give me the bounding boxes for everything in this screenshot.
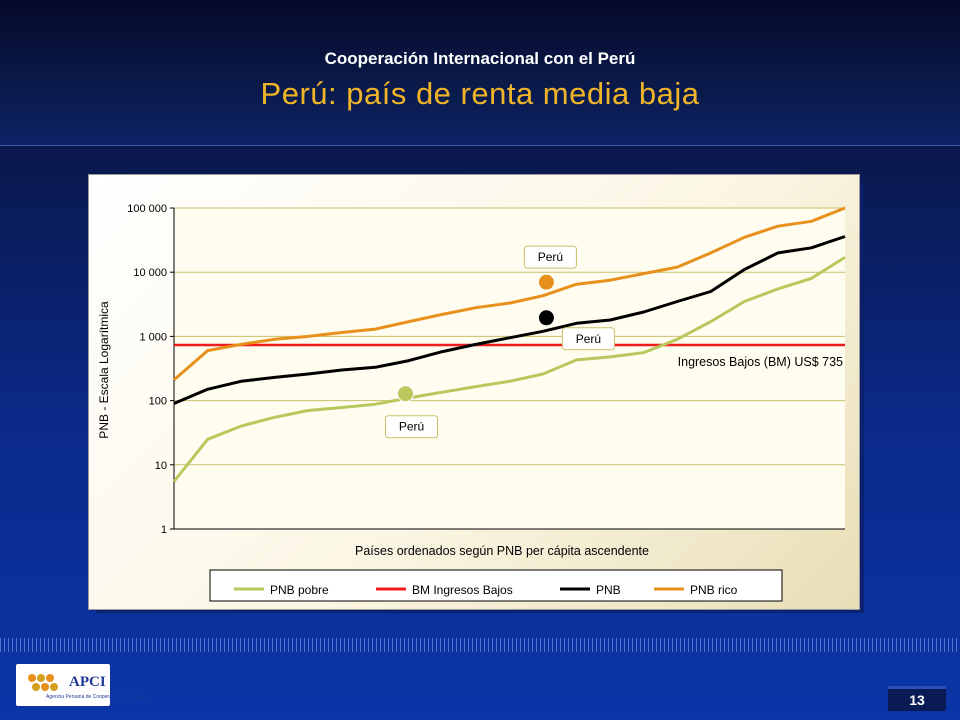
y-axis-label: PNB - Escala Logarítmica	[97, 301, 111, 439]
peru-marker	[537, 309, 555, 327]
x-axis-label: Países ordenados según PNB per cápita as…	[355, 544, 649, 558]
peru-label: Perú	[538, 250, 563, 264]
legend-label: PNB pobre	[270, 583, 329, 597]
apci-logo: APCI Agencia Peruana de Cooperación Inte…	[16, 664, 151, 706]
legend-label: BM Ingresos Bajos	[412, 583, 513, 597]
plot-area	[174, 208, 845, 529]
series-line-pnb-pobre	[172, 256, 846, 483]
y-tick-label: 100	[149, 396, 167, 408]
y-tick-label: 10	[155, 460, 167, 472]
page-number: 13	[888, 686, 946, 711]
legend-box	[209, 569, 783, 602]
peru-label-box	[523, 245, 577, 269]
peru-marker	[396, 385, 414, 403]
peru-label: Perú	[399, 420, 424, 434]
legend-label: PNB rico	[690, 583, 738, 597]
series-layer	[172, 206, 846, 483]
y-axis: 1 10 100 1 000 10 000 100 000	[127, 203, 845, 536]
logo-tagline: Agencia Peruana de Cooperación Internaci…	[46, 694, 152, 700]
peru-label-box	[561, 327, 615, 351]
legend-label: PNB	[596, 583, 621, 597]
series-line-pnb-rico	[173, 206, 846, 382]
series-line-pnb	[173, 235, 846, 405]
logo-name: APCI	[69, 674, 106, 690]
slide-title: Perú: país de renta media baja	[260, 76, 700, 111]
reference-line-label: Ingresos Bajos (BM) US$ 735	[678, 355, 843, 369]
plot-background	[174, 208, 845, 529]
peru-label: Perú	[576, 332, 601, 346]
annotations: Perú Perú Perú	[384, 245, 615, 439]
decorative-stripe	[0, 638, 960, 652]
peru-label-box	[384, 415, 438, 439]
y-tick-label: 100 000	[127, 203, 167, 215]
y-tick-label: 10 000	[133, 267, 167, 279]
apci-logo-icon	[28, 674, 58, 691]
legend: PNB pobre BM Ingresos Bajos PNB PNB rico	[209, 569, 783, 602]
y-tick-label: 1 000	[139, 331, 167, 343]
slide-subtitle: Cooperación Internacional con el Perú	[324, 49, 636, 68]
header-band	[0, 0, 960, 146]
y-tick-label: 1	[161, 524, 167, 536]
peru-marker	[537, 273, 555, 291]
